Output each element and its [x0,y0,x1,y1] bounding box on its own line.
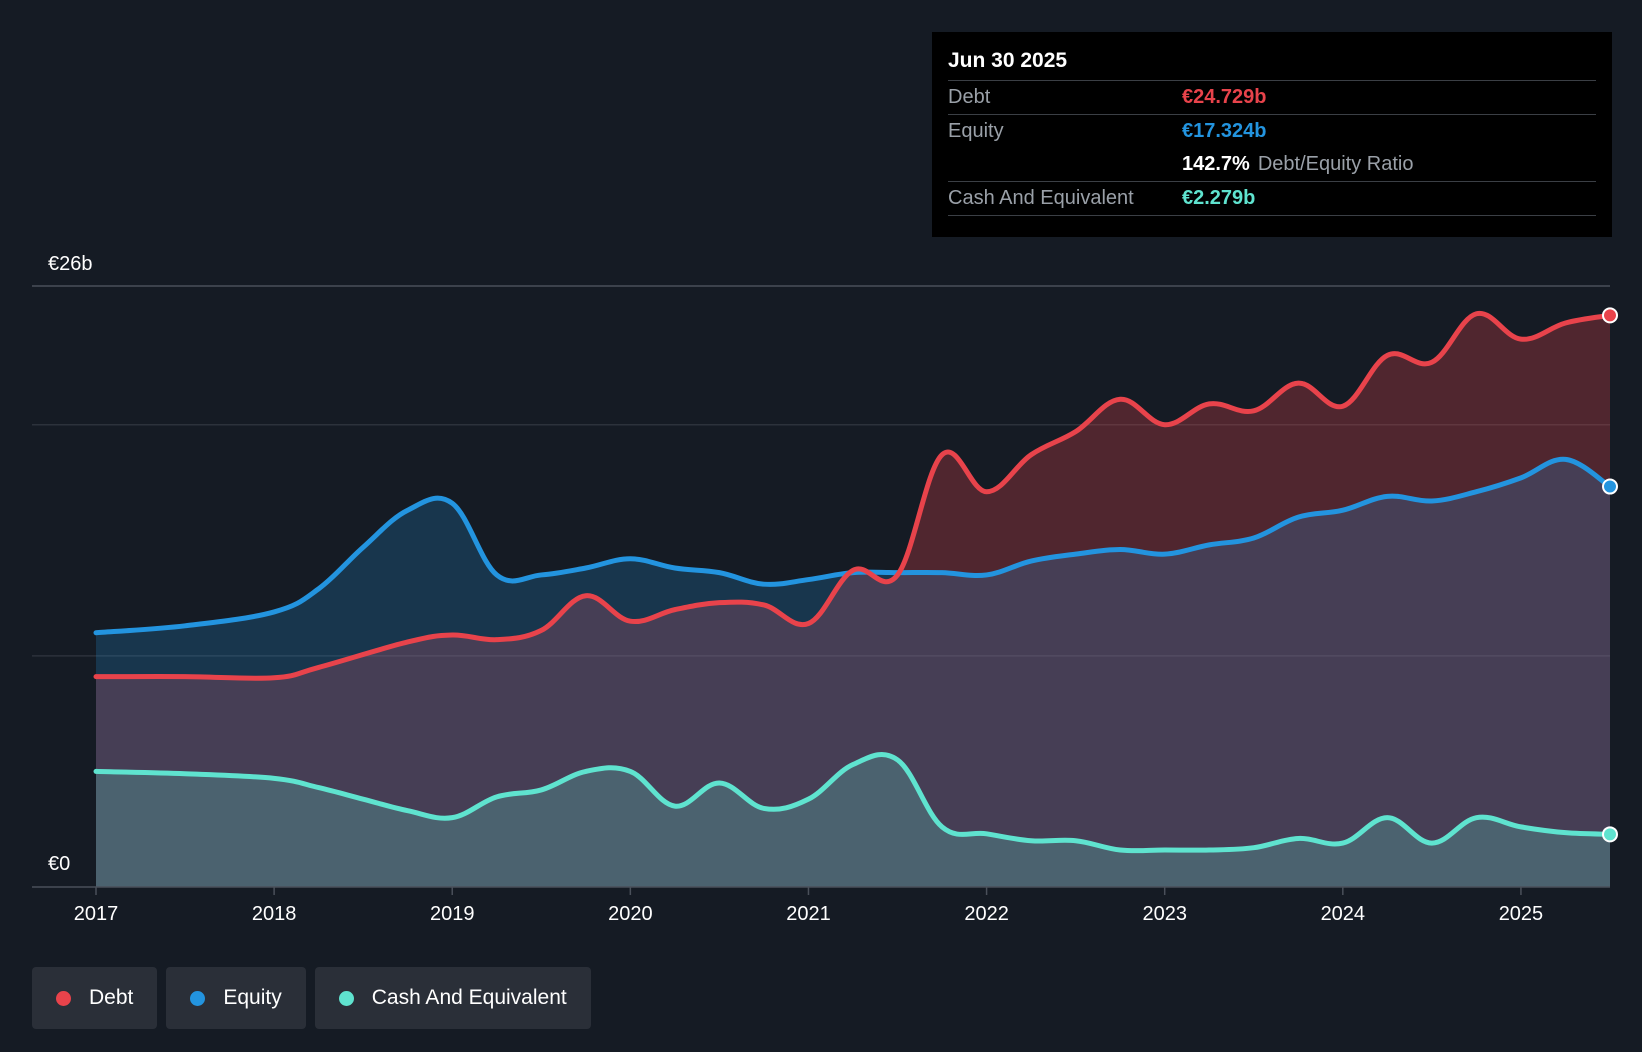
x-tick-label: 2019 [430,903,475,925]
line-equity [93,456,1613,636]
endpoint-cash-and-equivalent [1602,826,1618,843]
area-debt [96,313,1610,887]
y-axis-bottom-label: €0 [48,853,70,875]
series-areas [96,313,1610,887]
tooltip-ratio-label: Debt/Equity Ratio [1257,153,1414,175]
series-endpoints [1602,307,1618,843]
tooltip-row-ratio: 142.7% Debt/Equity Ratio [948,148,1596,181]
tooltip-cash-value: €2.279b [1182,187,1256,209]
series-lines [93,311,1613,854]
x-axis: 2017 2018 2019 2020 2021 2022 2023 2024 2025 [32,886,1610,925]
x-tick-label: 2022 [964,903,1009,925]
x-tick-label: 2018 [252,903,297,925]
line-debt [93,311,1613,681]
legend-item-debt[interactable]: Debt [32,967,158,1029]
x-tick-label: 2017 [74,903,119,925]
tooltip-row-cash: Cash And Equivalent €2.279b [948,181,1596,216]
legend-label-equity: Equity [223,986,282,1009]
x-tick-label: 2024 [1321,903,1366,925]
tooltip-equity-value: €17.324b [1182,120,1267,142]
tooltip-equity-label: Equity [948,120,1004,142]
legend: Debt Equity Cash And Equivalent [32,967,591,1029]
equity-dot-icon [190,990,206,1006]
tooltip-debt-value: €24.729b [1182,86,1267,108]
tooltip-row-debt: Debt €24.729b [948,80,1596,114]
legend-label-debt: Debt [89,986,134,1009]
gridlines [32,285,1610,657]
debt-dot-icon [56,990,71,1006]
x-tick-label: 2020 [608,903,653,925]
x-tick-label: 2023 [1142,903,1187,925]
cash-dot-icon [338,990,354,1006]
endpoint-debt [1602,307,1618,324]
legend-item-cash[interactable]: Cash And Equivalent [314,967,591,1029]
area-cash-and-equivalent [96,754,1610,887]
y-axis-top-label: €26b [48,253,93,275]
tooltip-row-equity: Equity €17.324b [948,114,1596,148]
x-tick-label: 2021 [786,903,831,925]
tooltip-cash-label: Cash And Equivalent [948,187,1134,209]
endpoint-equity [1602,478,1618,495]
tooltip-date: Jun 30 2025 [948,49,1068,72]
x-tick-label: 2025 [1499,903,1544,925]
legend-item-equity[interactable]: Equity [166,967,306,1029]
tooltip-ratio-value: 142.7% [1182,153,1250,175]
line-cash-and-equivalent [93,752,1613,854]
tooltip-panel: Jun 30 2025 Debt €24.729b Equity €17.324… [932,32,1612,237]
legend-label-cash: Cash And Equivalent [371,986,567,1009]
area-equity [96,459,1610,887]
tooltip-debt-label: Debt [948,86,991,108]
